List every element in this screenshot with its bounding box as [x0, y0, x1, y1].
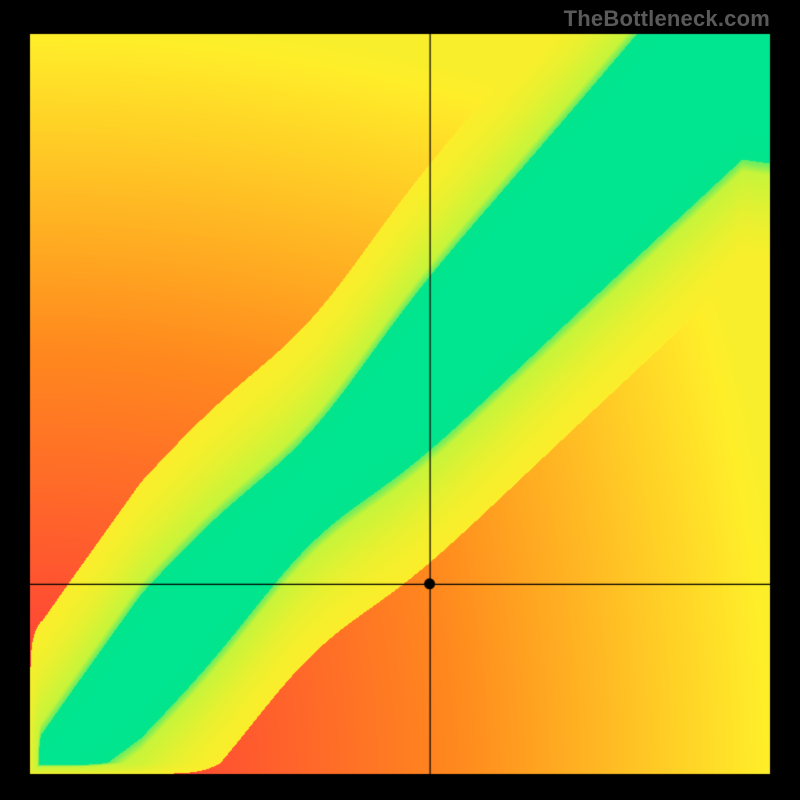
heatmap-canvas	[0, 0, 800, 800]
watermark-text: TheBottleneck.com	[564, 6, 770, 32]
